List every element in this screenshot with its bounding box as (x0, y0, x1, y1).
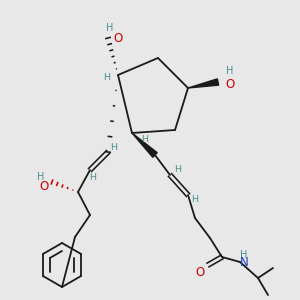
Text: H: H (110, 142, 118, 152)
Text: H: H (37, 172, 45, 182)
Text: H: H (226, 66, 234, 76)
Text: N: N (240, 256, 248, 269)
Polygon shape (132, 133, 157, 157)
Text: H: H (89, 173, 97, 182)
Text: O: O (39, 181, 49, 194)
Text: O: O (195, 266, 205, 278)
Text: H: H (103, 74, 110, 82)
Text: O: O (113, 32, 123, 46)
Text: H: H (106, 23, 114, 33)
Text: O: O (225, 77, 235, 91)
Polygon shape (188, 79, 219, 88)
Text: H: H (175, 164, 182, 173)
Text: H: H (240, 250, 248, 260)
Text: H: H (142, 134, 148, 143)
Text: H: H (191, 196, 199, 205)
